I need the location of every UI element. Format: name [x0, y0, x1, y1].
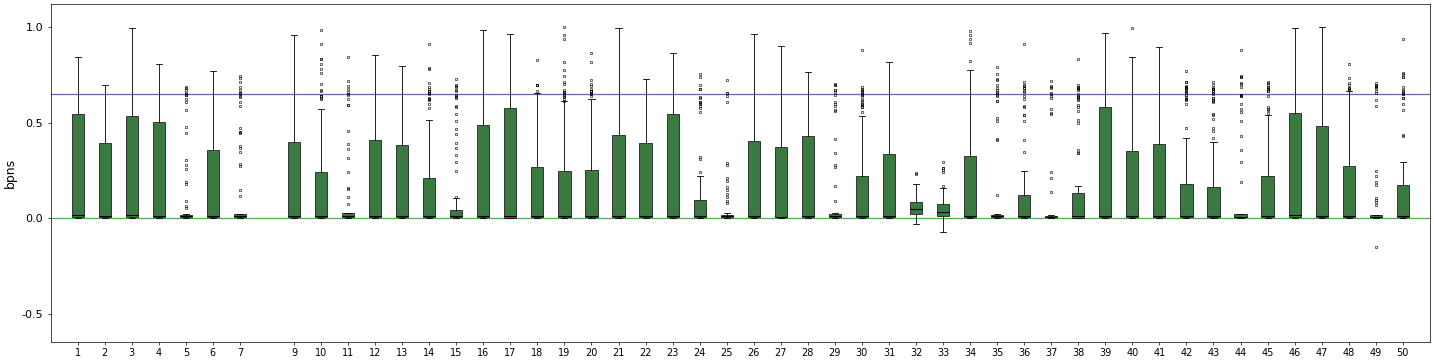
- PathPatch shape: [558, 171, 571, 217]
- PathPatch shape: [126, 116, 138, 217]
- PathPatch shape: [640, 143, 651, 218]
- PathPatch shape: [1342, 167, 1355, 217]
- PathPatch shape: [505, 108, 516, 218]
- PathPatch shape: [396, 145, 409, 217]
- PathPatch shape: [1045, 216, 1057, 218]
- PathPatch shape: [694, 200, 706, 217]
- PathPatch shape: [667, 114, 678, 217]
- PathPatch shape: [341, 213, 354, 218]
- PathPatch shape: [234, 214, 247, 218]
- PathPatch shape: [369, 140, 381, 217]
- PathPatch shape: [747, 141, 760, 217]
- Y-axis label: bpns: bpns: [4, 158, 17, 188]
- PathPatch shape: [1018, 195, 1030, 217]
- PathPatch shape: [1369, 215, 1382, 218]
- PathPatch shape: [1153, 144, 1166, 217]
- PathPatch shape: [991, 215, 1004, 217]
- PathPatch shape: [72, 114, 83, 217]
- PathPatch shape: [315, 172, 327, 217]
- PathPatch shape: [179, 215, 192, 217]
- PathPatch shape: [1289, 113, 1301, 217]
- PathPatch shape: [1235, 214, 1246, 218]
- PathPatch shape: [612, 135, 625, 217]
- PathPatch shape: [774, 147, 787, 217]
- PathPatch shape: [721, 215, 733, 217]
- PathPatch shape: [856, 176, 868, 218]
- PathPatch shape: [883, 154, 895, 217]
- PathPatch shape: [1100, 106, 1111, 217]
- PathPatch shape: [152, 122, 165, 217]
- PathPatch shape: [1207, 187, 1219, 217]
- PathPatch shape: [206, 151, 219, 217]
- PathPatch shape: [450, 210, 462, 217]
- PathPatch shape: [911, 202, 922, 214]
- PathPatch shape: [532, 167, 543, 217]
- PathPatch shape: [964, 156, 977, 217]
- PathPatch shape: [1262, 176, 1273, 217]
- PathPatch shape: [1397, 185, 1408, 217]
- PathPatch shape: [1073, 193, 1084, 218]
- PathPatch shape: [423, 178, 436, 217]
- PathPatch shape: [802, 136, 815, 217]
- PathPatch shape: [1315, 126, 1328, 217]
- PathPatch shape: [936, 204, 949, 216]
- PathPatch shape: [1126, 151, 1139, 217]
- PathPatch shape: [288, 142, 300, 217]
- PathPatch shape: [829, 214, 840, 218]
- PathPatch shape: [99, 143, 110, 217]
- PathPatch shape: [585, 170, 598, 217]
- PathPatch shape: [1180, 184, 1193, 217]
- PathPatch shape: [478, 125, 489, 217]
